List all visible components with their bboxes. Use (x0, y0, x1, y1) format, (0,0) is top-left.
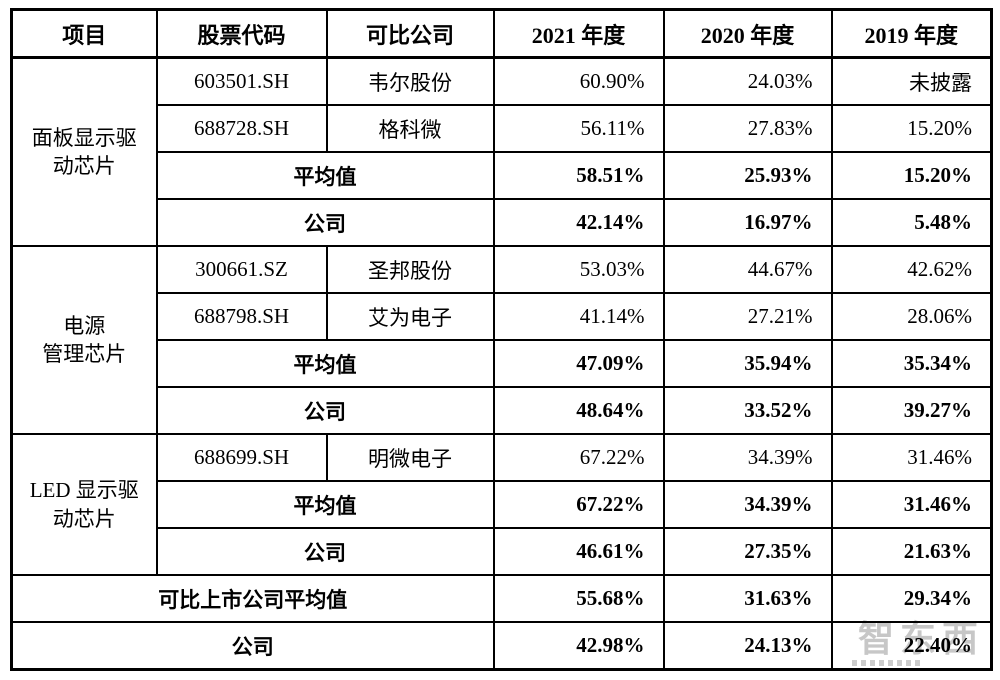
value-2019-cell: 5.48% (830, 198, 993, 247)
value-2020-cell: 44.67% (662, 245, 833, 294)
value-2021-cell: 58.51% (492, 151, 665, 200)
row-label-comparable-average: 可比上市公司平均值 (10, 574, 495, 623)
value-2021-cell: 41.14% (492, 292, 665, 341)
value-2019-cell: 未披露 (830, 56, 993, 106)
stock-code-cell: 688798.SH (155, 292, 328, 341)
row-label-average: 平均值 (155, 480, 495, 529)
value-2019-cell: 42.62% (830, 245, 993, 294)
value-2019-cell: 29.34% (830, 574, 993, 623)
stock-code-cell: 688699.SH (155, 433, 328, 482)
average-row: 平均值 67.22% 34.39% 31.46% (12, 480, 993, 529)
row-label-company: 公司 (155, 527, 495, 576)
company-row: 公司 42.14% 16.97% 5.48% (12, 198, 993, 247)
company-cell: 格科微 (325, 104, 495, 153)
value-2021-cell: 47.09% (492, 339, 665, 388)
value-2020-cell: 34.39% (662, 433, 833, 482)
stock-code-cell: 688728.SH (155, 104, 328, 153)
stock-code-cell: 300661.SZ (155, 245, 328, 294)
value-2020-cell: 35.94% (662, 339, 833, 388)
value-2019-cell: 39.27% (830, 386, 993, 435)
group-label-panel-display-driver: 面板显示驱 动芯片 (10, 56, 158, 247)
header-cell-year-2020: 2020 年度 (662, 8, 833, 59)
comparable-companies-gross-margin-table: 项目 股票代码 可比公司 2021 年度 2020 年度 2019 年度 面板显… (10, 8, 993, 671)
value-2019-cell: 21.63% (830, 527, 993, 576)
value-2021-cell: 55.68% (492, 574, 665, 623)
value-2021-cell: 53.03% (492, 245, 665, 294)
table-row: 688798.SH 艾为电子 41.14% 27.21% 28.06% (12, 292, 993, 341)
table-row: 面板显示驱 动芯片 603501.SH 韦尔股份 60.90% 24.03% 未… (10, 56, 993, 247)
table-row: 688728.SH 格科微 56.11% 27.83% 15.20% (12, 104, 993, 153)
value-2020-cell: 33.52% (662, 386, 833, 435)
company-cell: 韦尔股份 (325, 56, 495, 106)
header-cell-item: 项目 (10, 8, 158, 59)
table-row: LED 显示驱 动芯片 688699.SH 明微电子 67.22% 34.39%… (10, 433, 993, 576)
value-2020-cell: 31.63% (662, 574, 833, 623)
row-label-company: 公司 (155, 198, 495, 247)
row-label-company: 公司 (10, 621, 495, 671)
value-2020-cell: 24.13% (662, 621, 833, 671)
row-label-company: 公司 (155, 386, 495, 435)
value-2020-cell: 24.03% (662, 56, 833, 106)
company-row: 公司 48.64% 33.52% 39.27% (12, 386, 993, 435)
header-cell-year-2021: 2021 年度 (492, 8, 665, 59)
value-2021-cell: 42.14% (492, 198, 665, 247)
row-label-average: 平均值 (155, 151, 495, 200)
value-2019-cell: 22.40% (830, 621, 993, 671)
value-2021-cell: 67.22% (492, 433, 665, 482)
header-cell-stock-code: 股票代码 (155, 8, 328, 59)
value-2019-cell: 31.46% (830, 433, 993, 482)
value-2021-cell: 60.90% (492, 56, 665, 106)
header-cell-comparable-company: 可比公司 (325, 8, 495, 59)
company-row: 公司 46.61% 27.35% 21.63% (12, 527, 993, 576)
average-row: 平均值 58.51% 25.93% 15.20% (12, 151, 993, 200)
summary-company-row: 公司 42.98% 24.13% 22.40% (10, 621, 993, 671)
group-label-led-display-driver: LED 显示驱 动芯片 (10, 433, 158, 576)
value-2021-cell: 56.11% (492, 104, 665, 153)
group-label-power-management: 电源 管理芯片 (10, 245, 158, 435)
row-label-average: 平均值 (155, 339, 495, 388)
value-2020-cell: 34.39% (662, 480, 833, 529)
value-2020-cell: 27.21% (662, 292, 833, 341)
value-2020-cell: 25.93% (662, 151, 833, 200)
summary-average-row: 可比上市公司平均值 55.68% 31.63% 29.34% (10, 574, 993, 623)
header-cell-year-2019: 2019 年度 (830, 8, 993, 59)
company-cell: 明微电子 (325, 433, 495, 482)
value-2019-cell: 35.34% (830, 339, 993, 388)
value-2021-cell: 48.64% (492, 386, 665, 435)
value-2019-cell: 28.06% (830, 292, 993, 341)
value-2021-cell: 46.61% (492, 527, 665, 576)
table-row: 电源 管理芯片 300661.SZ 圣邦股份 53.03% 44.67% 42.… (10, 245, 993, 435)
value-2020-cell: 27.83% (662, 104, 833, 153)
company-cell: 圣邦股份 (325, 245, 495, 294)
value-2021-cell: 67.22% (492, 480, 665, 529)
value-2020-cell: 27.35% (662, 527, 833, 576)
value-2020-cell: 16.97% (662, 198, 833, 247)
average-row: 平均值 47.09% 35.94% 35.34% (12, 339, 993, 388)
stock-code-cell: 603501.SH (155, 56, 328, 106)
value-2019-cell: 15.20% (830, 151, 993, 200)
header-row: 项目 股票代码 可比公司 2021 年度 2020 年度 2019 年度 (10, 8, 993, 59)
company-cell: 艾为电子 (325, 292, 495, 341)
value-2019-cell: 15.20% (830, 104, 993, 153)
value-2019-cell: 31.46% (830, 480, 993, 529)
value-2021-cell: 42.98% (492, 621, 665, 671)
